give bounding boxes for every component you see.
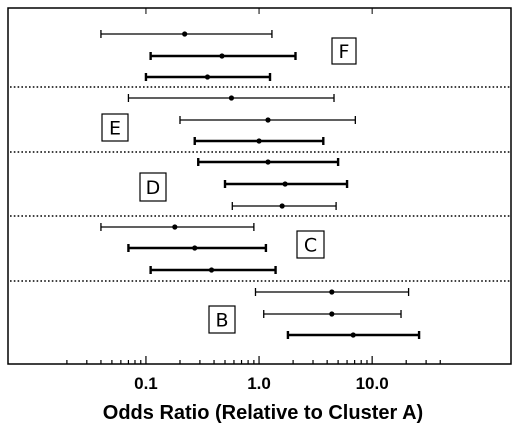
odds-ratio-point xyxy=(208,267,215,273)
x-axis: 0.1 1.0 10.0 xyxy=(66,8,441,393)
odds-ratio-point xyxy=(204,74,211,80)
group-label-box xyxy=(208,305,236,334)
odds-ratio-point xyxy=(172,224,178,230)
odds-ratio-point xyxy=(265,159,271,165)
odds-ratio-point xyxy=(265,117,271,123)
group-label-box xyxy=(101,113,129,142)
odds-ratio-point xyxy=(182,31,188,37)
group-label: D xyxy=(146,177,161,199)
group-label: B xyxy=(215,310,228,332)
group-label: E xyxy=(109,118,121,140)
odds-ratio-point xyxy=(219,53,225,59)
confidence-intervals xyxy=(100,30,421,339)
group-label: F xyxy=(339,41,350,63)
group-label-box xyxy=(296,230,325,259)
group-labels: F E D C B xyxy=(101,37,357,334)
odds-ratio-point xyxy=(192,245,198,251)
odds-ratio-point xyxy=(329,311,335,317)
odds-ratio-point xyxy=(329,289,335,295)
x-tick-label: 10.0 xyxy=(356,374,389,393)
group-label: C xyxy=(304,235,317,257)
odds-ratio-point xyxy=(350,332,356,338)
odds-ratio-point xyxy=(256,138,262,144)
odds-ratio-point xyxy=(282,181,288,187)
x-axis-title: Odds Ratio (Relative to Cluster A) xyxy=(103,402,423,424)
odds-ratio-point xyxy=(279,203,285,209)
odds-ratio-point xyxy=(228,95,235,101)
x-tick-label: 0.1 xyxy=(134,374,158,393)
group-label-box xyxy=(331,37,357,65)
x-tick-label: 1.0 xyxy=(247,374,271,393)
plot-frame xyxy=(7,7,512,365)
group-label-box xyxy=(139,172,167,202)
